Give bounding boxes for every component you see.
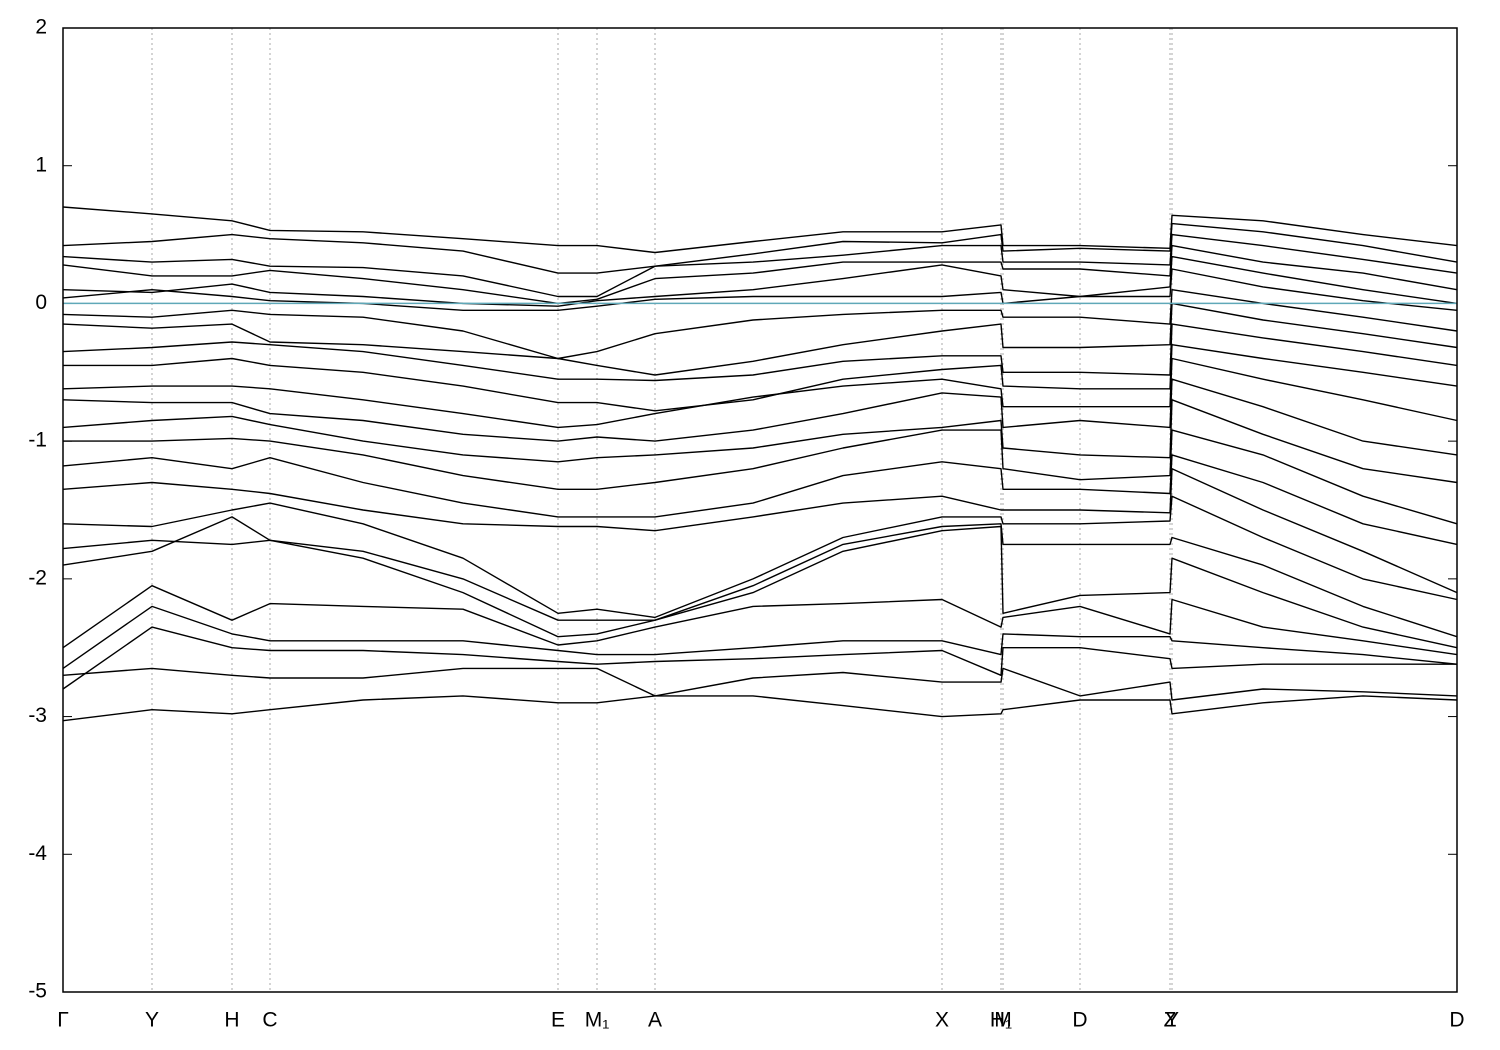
band-line [62, 378, 1458, 456]
band-line [62, 626, 1457, 690]
band-line [62, 206, 1458, 254]
x-tick-label: Γ [57, 1009, 69, 1032]
band-line [62, 357, 1458, 429]
y-tick-label: -5 [28, 980, 47, 1003]
x-tick-label: M [994, 1009, 1012, 1032]
y-tick-label: 1 [35, 153, 47, 176]
x-tick-label: Y [145, 1009, 159, 1032]
band-line [62, 302, 1458, 376]
y-tick-label: -3 [28, 704, 47, 727]
band-line [62, 523, 1458, 638]
band-line [62, 255, 1458, 307]
band-line [62, 495, 1458, 619]
band-line [62, 222, 1458, 274]
x-tick-label: Y [1165, 1009, 1179, 1032]
y-tick-label: 2 [35, 16, 47, 39]
band-line [62, 667, 1458, 701]
band-line [63, 344, 1458, 412]
band-line [62, 454, 1458, 546]
x-tick-label: H [224, 1009, 239, 1032]
band-line [62, 605, 1458, 669]
band-line [62, 516, 1458, 649]
plot-frame [62, 27, 1458, 993]
y-tick-label: 0 [35, 291, 47, 314]
x-tick-label: D [1449, 1009, 1464, 1032]
y-tick-label: -2 [28, 566, 47, 589]
x-tick-label: E [551, 1009, 565, 1032]
x-tick-label: C [262, 1009, 277, 1032]
band-line [62, 244, 1458, 305]
band-line [62, 289, 1458, 360]
band-line [62, 323, 1458, 382]
x-tick-label: A [648, 1009, 662, 1032]
x-tick-label: M₁ [585, 1009, 610, 1032]
band-line [62, 233, 1458, 298]
x-tick-label: D [1072, 1009, 1087, 1032]
band-line [62, 399, 1458, 484]
band-line [63, 429, 1458, 525]
band-line [62, 585, 1458, 656]
y-tick-label: -4 [28, 842, 47, 865]
y-tick-label: -1 [28, 429, 47, 452]
band-line [62, 268, 1458, 311]
band-line [62, 695, 1458, 722]
x-tick-label: Z [1164, 1009, 1177, 1032]
band-line [62, 468, 1458, 594]
x-tick-label: H₁ [990, 1009, 1012, 1032]
x-tick-label: X [935, 1009, 949, 1032]
